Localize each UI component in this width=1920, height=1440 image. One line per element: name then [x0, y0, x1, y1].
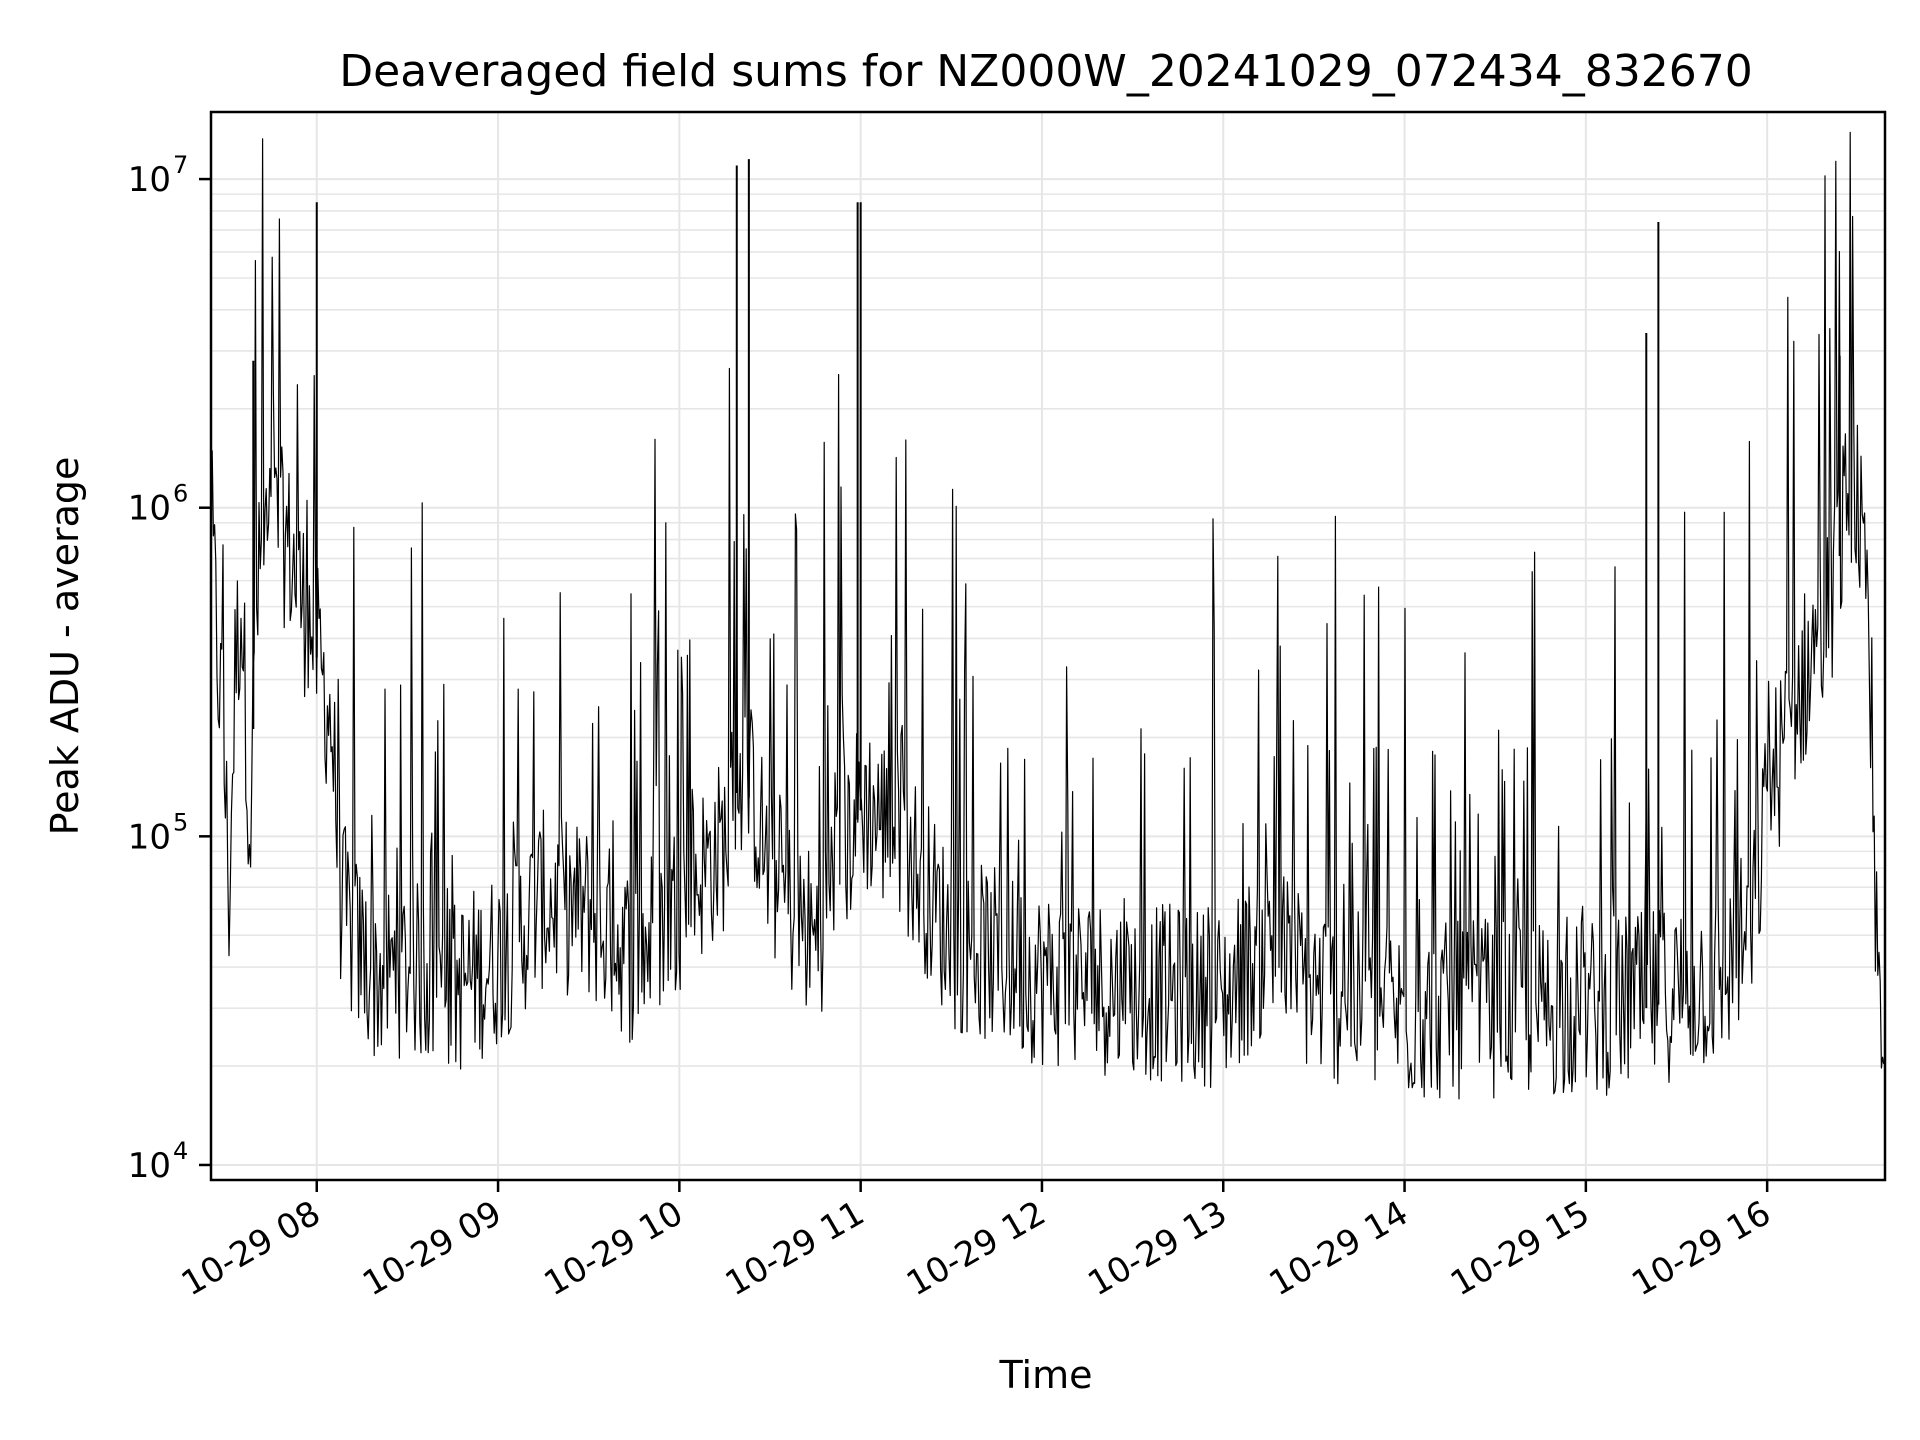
- series-line: [210, 131, 1885, 1100]
- y-tick-label: 10: [128, 1146, 171, 1186]
- y-axis-label: Peak ADU - average: [43, 457, 87, 836]
- y-tick-label: 10: [128, 160, 171, 200]
- y-tick-exponent: 7: [173, 151, 188, 179]
- chart-title: Deaveraged field sums for NZ000W_2024102…: [339, 46, 1752, 97]
- y-tick-label: 10: [128, 489, 171, 529]
- y-tick-label: 10: [128, 817, 171, 857]
- x-axis-label: Time: [999, 1353, 1093, 1397]
- y-tick-exponent: 4: [173, 1137, 188, 1165]
- plot-frame: [209, 110, 1887, 1182]
- series-layer: [210, 131, 1885, 1100]
- y-tick-exponent: 6: [173, 480, 188, 508]
- y-tick-exponent: 5: [173, 808, 188, 836]
